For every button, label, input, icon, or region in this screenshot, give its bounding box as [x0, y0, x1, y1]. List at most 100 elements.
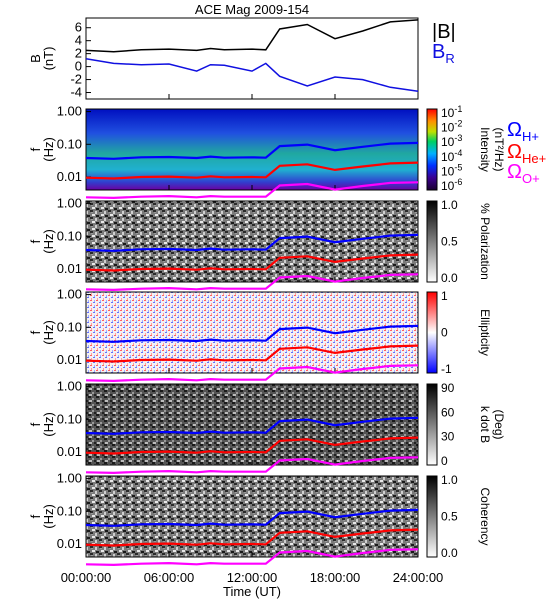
ytick-label: 0.10 [57, 136, 82, 151]
xtick-label: 00:00:00 [61, 570, 112, 585]
series-line-omega-o [85, 181, 419, 200]
ylabel-sub-field: (nT) [41, 47, 56, 71]
colorbar-tick-label: 0 [441, 326, 448, 340]
colorbar-sublabel-kdotb: (Deg) [492, 409, 506, 439]
colorbar-tick-exp: -1 [454, 104, 462, 114]
series-line-omega-he [85, 528, 419, 547]
colorbar-tick-label: 1.0 [441, 473, 458, 487]
legend-omega-h-sub: H+ [522, 129, 539, 144]
colorbar-tick-base: 10 [441, 106, 455, 120]
ylabel-main-polarization: f [28, 239, 43, 243]
colorbar-tick-label: 60 [441, 405, 455, 419]
colorbar-tick-label: 10-2 [441, 119, 462, 135]
ytick-label: 1.00 [57, 379, 82, 394]
series-line-br [85, 58, 419, 92]
series-line-omega-o [85, 548, 419, 567]
colorbar-tick-label: 1 [441, 289, 448, 303]
colorbar-tick-label: 0 [441, 454, 448, 468]
series-line-omega-h [85, 508, 419, 527]
ytick-label: 0.01 [57, 169, 82, 184]
ylabel-main-intensity: f [28, 147, 43, 151]
colorbar-intensity [426, 108, 438, 191]
colorbar-tick-base: 10 [441, 121, 455, 135]
colorbar-tick-base: 10 [441, 179, 455, 193]
ytick-label: 1.00 [57, 104, 82, 119]
legend-br-main: B [432, 41, 445, 63]
legend-br-sub: R [445, 51, 454, 66]
colorbar-tick-exp: -4 [454, 148, 462, 158]
ytick-label: 1.00 [57, 287, 82, 302]
panel-polarization: 1.00 0.10 0.01 f(Hz) 1.0 0.5 0.0 % Polarization [28, 196, 492, 292]
series-line-omega-h [85, 233, 419, 252]
colorbar-tick-base: 10 [441, 164, 455, 178]
colorbar-tick-label: 10-4 [441, 148, 462, 164]
ytick-label: 0 [75, 59, 82, 74]
series-line-omega-he [85, 161, 419, 180]
colorbar-tick-base: 10 [441, 135, 455, 149]
legend-omega-he-main: Ω [507, 141, 522, 163]
legend-omega-o-sub: O+ [522, 171, 540, 186]
ytick-label: -2 [70, 72, 82, 87]
colorbar-coherency [426, 475, 438, 558]
ylabel-main-coherency: f [28, 514, 43, 518]
colorbar-tick-label: 10-3 [441, 133, 462, 149]
ylabel-sub-ellipticity: (Hz) [41, 320, 56, 345]
colorbar-tick-label: 10-1 [441, 104, 462, 120]
xtick-label: 06:00:00 [144, 570, 195, 585]
legend-absb: |B| [432, 21, 456, 43]
xtick-label: 24:00:00 [393, 570, 444, 585]
series-line-omega-he [85, 344, 419, 363]
x-axis-label: Time (UT) [223, 584, 281, 599]
panel-kdotb: 1.00 0.10 0.01 f(Hz) 90 60 30 0 k dot B (Deg) [28, 379, 506, 475]
ytick-label: 0.01 [57, 536, 82, 551]
colorbar-label-intensity: Intensity [478, 127, 492, 172]
ytick-label: 0.10 [57, 411, 82, 426]
colorbar-tick-exp: -3 [454, 133, 462, 143]
ylabel-sub-intensity: (Hz) [41, 137, 56, 162]
ytick-label: 4 [75, 33, 82, 48]
colorbar-tick-base: 10 [441, 150, 455, 164]
ytick-label: 2 [75, 46, 82, 61]
legend-omega-o: ΩO+ [507, 161, 540, 186]
series-line-absb [85, 19, 419, 53]
series-line-omega-o [85, 456, 419, 475]
ytick-label: 0.10 [57, 319, 82, 334]
legend-omega-h: ΩH+ [507, 119, 539, 144]
legend-omega-he-sub: He+ [522, 151, 546, 166]
colorbar-label-kdotb: k dot B [478, 406, 492, 443]
colorbar-polarization [426, 200, 438, 283]
legend-omega-o-main: Ω [507, 161, 522, 183]
ylabel-sub-kdotb: (Hz) [41, 412, 56, 437]
ytick-label: 0.10 [57, 228, 82, 243]
colorbar-sublabel-intensity: (nT²/Hz) [492, 128, 506, 172]
series-line-omega-o [85, 273, 419, 292]
colorbar-label-coherency: Coherency [478, 487, 492, 545]
xtick-label: 18:00:00 [310, 570, 361, 585]
ytick-label: 0.01 [57, 444, 82, 459]
ytick-label: 1.00 [57, 196, 82, 211]
ytick-label: 6 [75, 20, 82, 35]
colorbar-label-ellipticity: Ellipticity [478, 309, 492, 356]
colorbar-tick-label: 30 [441, 430, 455, 444]
panel-coherency: 1.00 0.10 0.01 f(Hz) 1.0 0.5 0.0 Coherency [28, 471, 492, 567]
ytick-label: 0.01 [57, 352, 82, 367]
xtick-label: 12:00:00 [227, 570, 278, 585]
ylabel-main-ellipticity: f [28, 330, 43, 334]
series-line-omega-he [85, 436, 419, 455]
ytick-label: -4 [70, 85, 82, 100]
panel-intensity: 1.000.100.01f(Hz)10-110-210-310-410-510-… [28, 104, 506, 200]
ylabel-sub-coherency: (Hz) [41, 504, 56, 529]
figure-title: ACE Mag 2009-154 [195, 2, 309, 17]
panel-ellipticity: 1.00 0.10 0.01 f(Hz) 1 0 -1 Ellipticity [28, 287, 492, 383]
legend-br: BR [432, 41, 455, 66]
colorbar-tick-label: 0.5 [441, 510, 458, 524]
series-line-omega-h [85, 141, 419, 160]
ylabel-main-field: B [28, 54, 43, 63]
series-line-omega-h [85, 416, 419, 435]
axis-frame-field [85, 17, 419, 100]
colorbar-tick-label: 90 [441, 381, 455, 395]
colorbar-kdotb [426, 383, 438, 466]
colorbar-tick-label: 1.0 [441, 198, 458, 212]
